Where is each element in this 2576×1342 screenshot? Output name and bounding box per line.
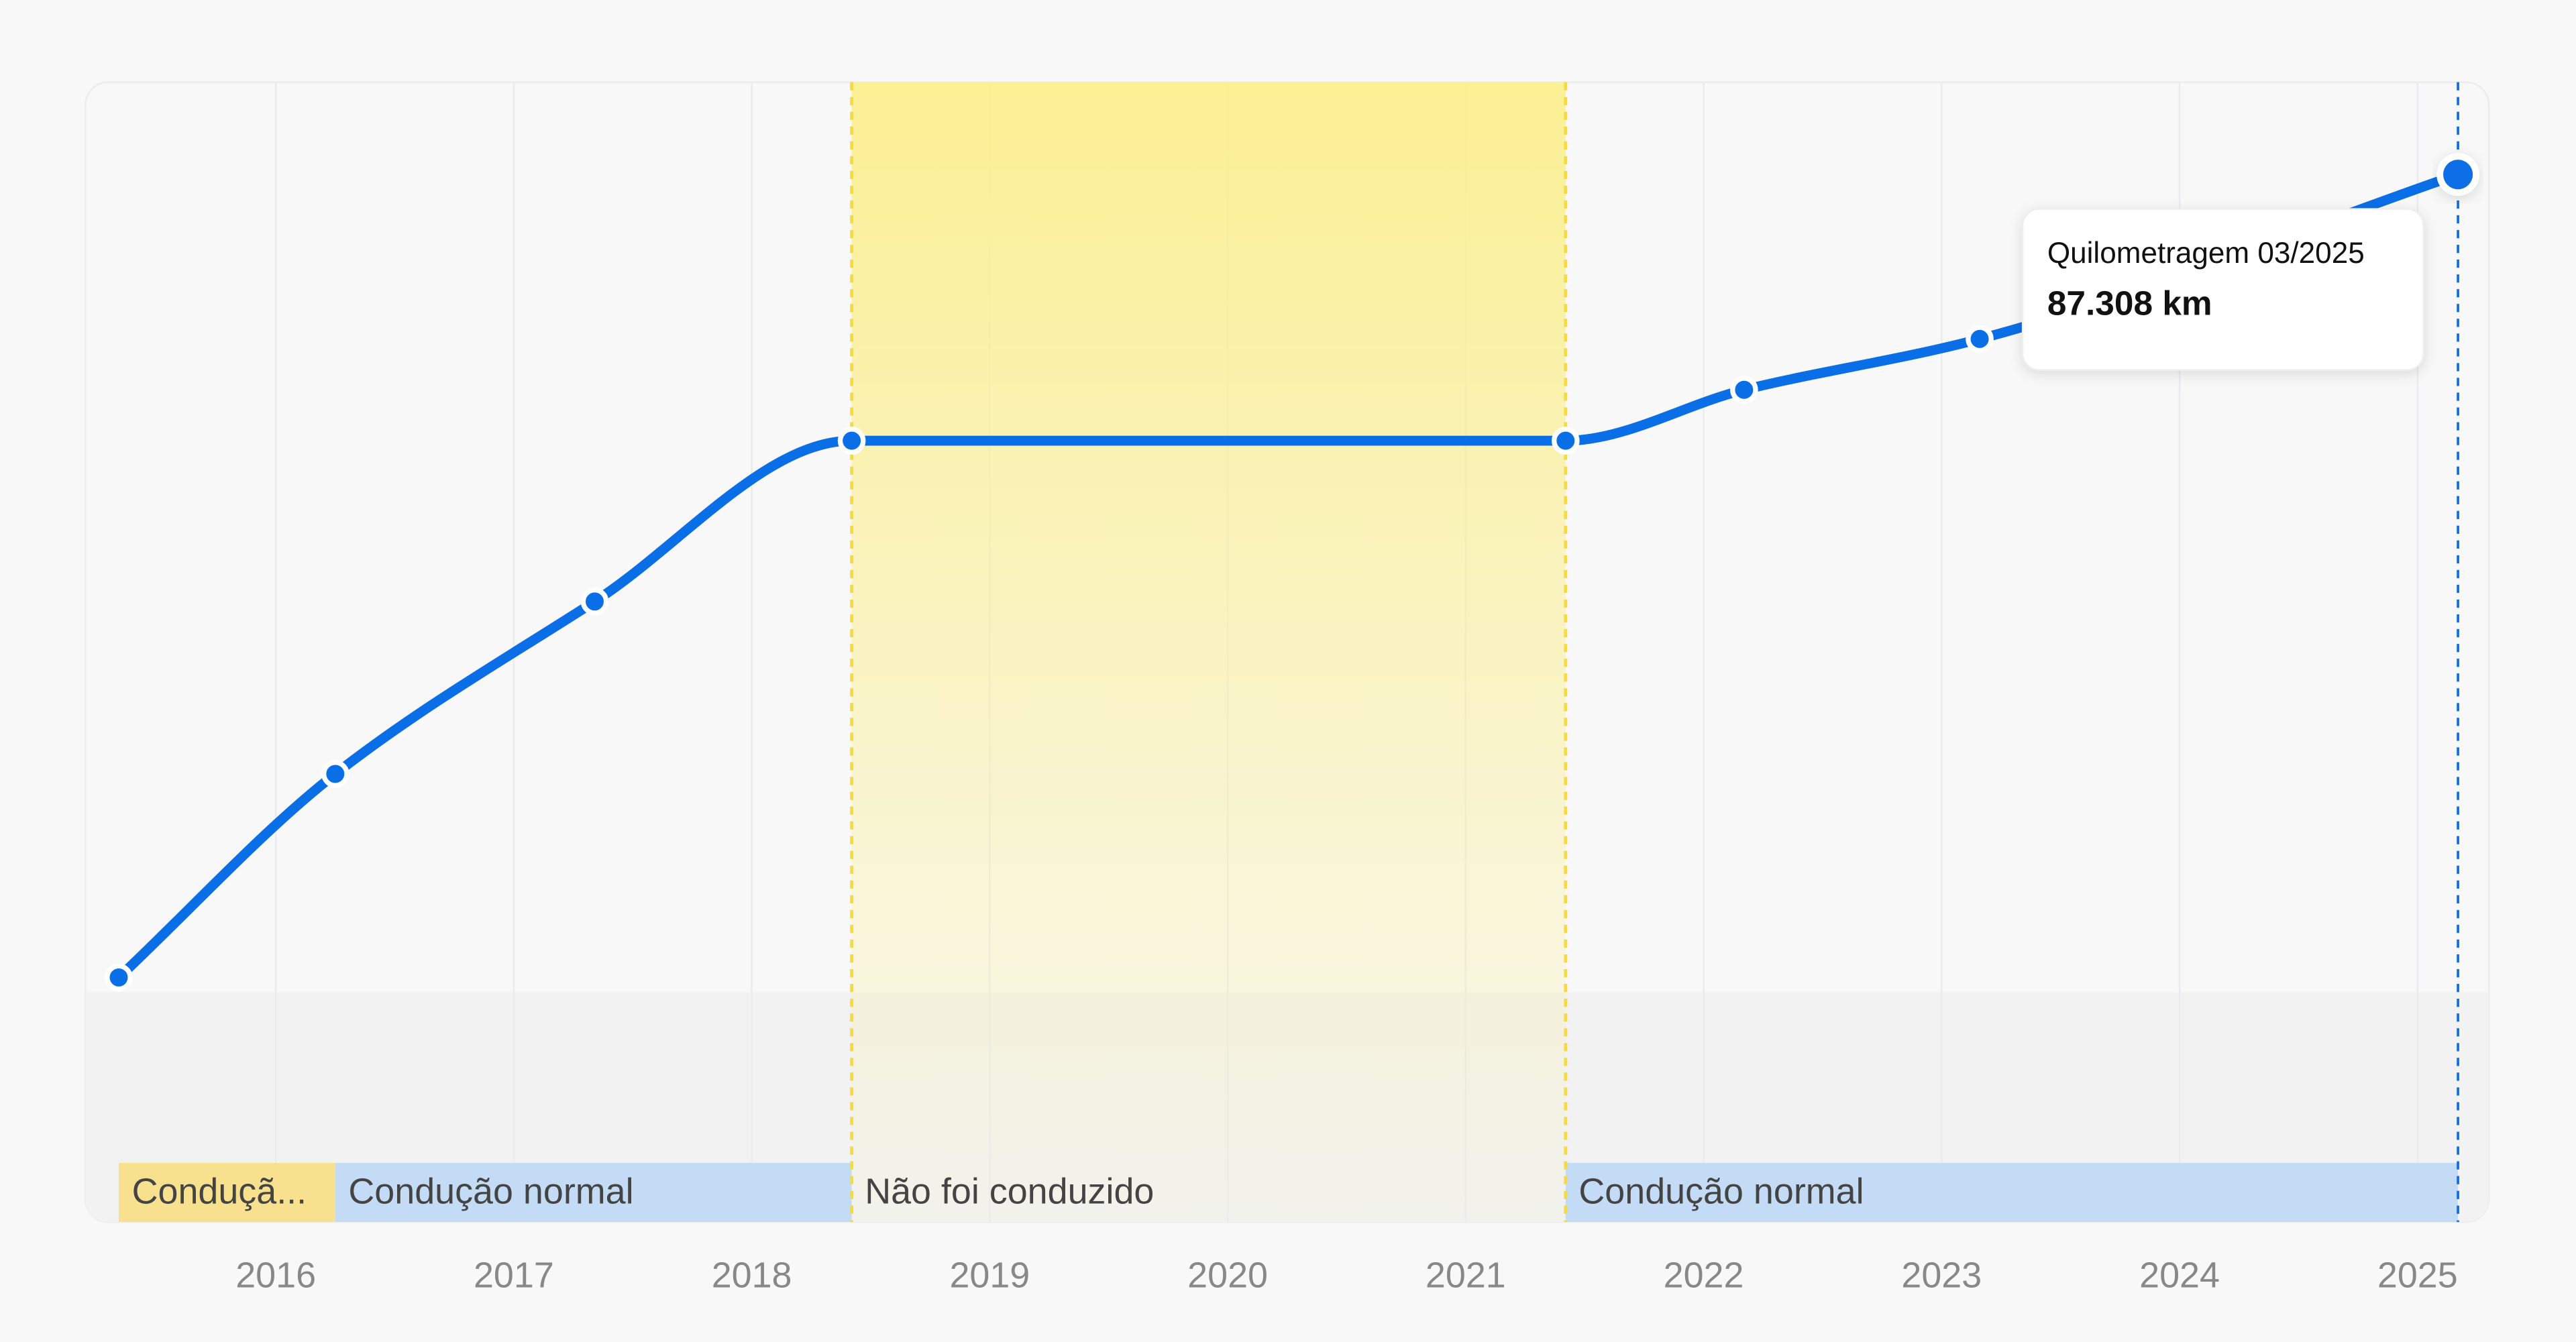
x-tick-label: 2018 (712, 1255, 792, 1296)
data-point (105, 963, 133, 992)
x-tick-label: 2022 (1664, 1255, 1744, 1296)
x-tick-label: 2025 (2377, 1255, 2458, 1296)
x-tick-label: 2019 (949, 1255, 1030, 1296)
data-point (1966, 325, 1994, 353)
tooltip (2021, 208, 2424, 371)
x-tick-label: 2017 (474, 1255, 554, 1296)
period-band (335, 1162, 852, 1223)
data-point (580, 588, 609, 616)
highlight-region (851, 82, 1566, 1223)
data-point (2436, 153, 2479, 196)
period-band (1565, 1162, 2459, 1223)
x-tick-label: 2023 (1901, 1255, 1982, 1296)
tooltip-value: 87.308 km (2047, 284, 2212, 323)
data-point (1552, 427, 1580, 455)
x-tick-label: 2024 (2139, 1255, 2220, 1296)
period-label: Não foi conduzido (865, 1172, 1154, 1212)
period-label: Condução normal (348, 1172, 633, 1212)
data-point (837, 427, 866, 455)
data-point (321, 760, 350, 788)
x-tick-label: 2020 (1187, 1255, 1268, 1296)
data-point (1730, 376, 1758, 404)
period-label: Conduçã... (132, 1172, 307, 1212)
period-band (119, 1162, 335, 1223)
x-tick-label: 2021 (1426, 1255, 1506, 1296)
x-tick-label: 2016 (235, 1255, 316, 1296)
tooltip-title: Quilometragem 03/2025 (2047, 237, 2365, 270)
period-label: Condução normal (1578, 1172, 1864, 1212)
